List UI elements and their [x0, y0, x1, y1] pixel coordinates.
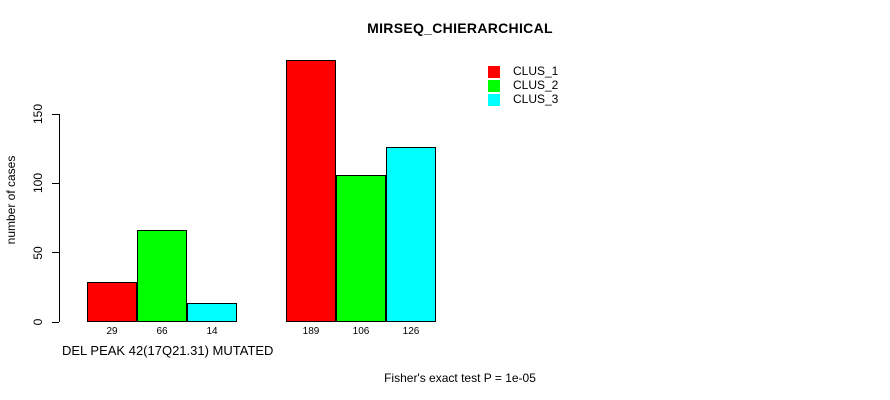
legend-item-clus_3: CLUS_3 — [488, 93, 558, 106]
y-axis-label: number of cases — [4, 155, 18, 245]
bar-value-label: 189 — [302, 326, 320, 337]
legend: CLUS_1 CLUS_2 CLUS_3 — [488, 65, 558, 107]
legend-swatch — [488, 79, 500, 92]
legend-item-clus_2: CLUS_2 — [488, 79, 558, 92]
y-tick-label: 100 — [31, 173, 45, 194]
chart-title: MIRSEQ_CHIERARCHICAL — [367, 20, 553, 36]
bar-clus_3-group1 — [187, 303, 237, 322]
y-tick-mark — [52, 113, 59, 115]
bar-clus_3-group2 — [386, 147, 436, 322]
bar-value-label: 14 — [206, 326, 218, 337]
x-axis-label: DEL PEAK 42(17Q21.31) MUTATED — [62, 343, 274, 358]
y-tick-mark — [52, 182, 59, 184]
legend-label: CLUS_2 — [513, 78, 559, 92]
bar-value-label: 126 — [402, 326, 420, 337]
bar-clus_1-group1 — [87, 282, 137, 322]
bar-value-label: 106 — [352, 326, 370, 337]
bar-clus_2-group2 — [336, 175, 386, 322]
y-tick-mark — [52, 321, 59, 323]
legend-swatch — [488, 65, 500, 78]
bar-clus_1-group2 — [286, 60, 336, 322]
legend-item-clus_1: CLUS_1 — [488, 65, 558, 78]
y-axis-line — [59, 114, 60, 322]
y-tick-label: 0 — [31, 318, 45, 326]
bar-value-label: 29 — [106, 326, 118, 337]
bar-clus_2-group1 — [137, 230, 187, 322]
legend-swatch — [488, 93, 500, 106]
p-value-annotation: Fisher's exact test P = 1e-05 — [384, 371, 536, 385]
y-tick-mark — [52, 252, 59, 254]
y-tick-label: 150 — [31, 103, 45, 125]
legend-label: CLUS_3 — [513, 92, 559, 106]
bar-value-label: 66 — [156, 326, 168, 337]
legend-label: CLUS_1 — [513, 64, 559, 78]
y-tick-label: 50 — [31, 245, 45, 260]
